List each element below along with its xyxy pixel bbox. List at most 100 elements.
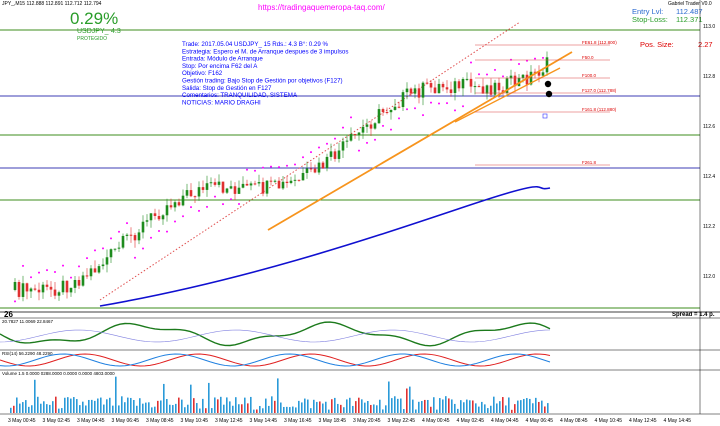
volume-bar — [139, 398, 141, 413]
volume-bar — [358, 397, 360, 413]
volume-bar — [205, 408, 207, 413]
volume-bar — [328, 409, 330, 413]
candle-body — [57, 292, 61, 296]
trend-line — [267, 51, 573, 231]
fib-label: F50.0 — [582, 55, 594, 60]
sar-dot — [238, 203, 240, 206]
candle-body — [309, 168, 313, 170]
volume-bar — [172, 405, 174, 413]
candle-body — [449, 89, 453, 94]
candle-body — [25, 283, 29, 292]
candle-body — [525, 74, 529, 85]
price-label: 112.6 — [703, 124, 715, 130]
volume-bar — [511, 409, 513, 413]
info-line: Estrategia: Espero el M. de Arranque des… — [182, 48, 348, 55]
sar-dot — [182, 215, 184, 218]
candle-body — [109, 249, 113, 258]
volume-bar — [169, 404, 171, 413]
indicator-label: RSI(14) 56.2290 48.2290 — [2, 351, 53, 356]
sar-dot — [94, 249, 96, 252]
candle-body — [37, 289, 41, 293]
sar-dot — [102, 247, 104, 250]
fib-label: FE61.8 (112.800) — [582, 40, 617, 45]
candle-body — [477, 86, 481, 88]
volume-bar — [241, 404, 243, 413]
time-label: 4 May 08:45 — [560, 418, 588, 424]
candle-body — [105, 257, 109, 265]
volume-bar — [130, 397, 132, 413]
ratio: 4.3 — [111, 28, 121, 35]
indicator-label: Volume 1.5 0.0000 0288.0000 0.0000 0.000… — [2, 371, 115, 376]
volume-bar — [106, 399, 108, 413]
candle-body — [201, 187, 205, 190]
price-axis: 113.0 112.8 112.6 112.4 112.2 112.0 — [703, 24, 715, 280]
volume-bar — [148, 402, 150, 413]
candle-body — [285, 181, 289, 184]
volume-bar — [259, 405, 261, 413]
volume-bar — [184, 407, 186, 413]
candle-body — [541, 72, 545, 76]
volume-bar — [436, 409, 438, 413]
volume-bar — [496, 403, 498, 413]
candle-body — [193, 196, 197, 198]
sar-dot — [54, 271, 56, 274]
volume-bar — [229, 401, 231, 413]
candle-body — [361, 126, 365, 133]
volume-bar — [46, 404, 48, 413]
volume-bar — [13, 405, 15, 413]
time-label: 4 May 12:45 — [629, 418, 657, 424]
volume-bar — [16, 397, 18, 413]
candle-body — [113, 248, 117, 250]
candle-body — [149, 213, 153, 221]
volume-bar — [115, 376, 117, 413]
volume-bar — [409, 386, 411, 413]
sar-dot — [302, 156, 304, 159]
volume-bar — [517, 400, 519, 413]
candle-body — [253, 183, 257, 185]
sar-dot — [30, 276, 32, 279]
volume-bar — [526, 398, 528, 413]
volume-bar — [253, 409, 255, 413]
pane-mark: 26 — [4, 310, 13, 319]
sar-dot — [478, 73, 480, 76]
candle-body — [177, 202, 181, 206]
volume-bar — [532, 403, 534, 413]
volume-bar — [331, 399, 333, 413]
volume-bar — [211, 408, 213, 413]
candle-body — [313, 168, 317, 173]
sar-dot — [414, 107, 416, 110]
candle-body — [229, 186, 233, 189]
volume-bar — [58, 408, 60, 413]
volume-bar — [367, 400, 369, 413]
candle-body — [137, 232, 141, 241]
sar-dot — [14, 300, 16, 303]
info-line: Stop: Por encima F62 del A — [182, 63, 258, 70]
volume-bar — [499, 401, 501, 413]
candle-body — [121, 235, 125, 248]
indicator-line — [0, 353, 551, 367]
volume-bar — [346, 399, 348, 413]
candle-body — [329, 151, 333, 157]
volume-bar — [22, 402, 24, 413]
sar-dot — [294, 163, 296, 166]
price-label: 112.2 — [703, 224, 715, 230]
sar-dot — [502, 75, 504, 78]
volume-bar — [154, 406, 156, 413]
volume-bar — [124, 402, 126, 413]
volume-bar — [145, 402, 147, 413]
candle-body — [273, 180, 277, 182]
volume-bar — [487, 408, 489, 413]
candle-body — [473, 86, 477, 88]
info-line: Salida: Stop de Gestión en F127 — [182, 85, 272, 92]
volume-bar — [235, 397, 237, 413]
entry-marker — [544, 80, 552, 88]
info-line: Trade: 2017.05.04 USDJPY_ 15 Rds.: 4.3 B… — [182, 41, 329, 48]
status: PROTEGIDO — [77, 36, 107, 42]
candle-body — [265, 180, 269, 194]
candle-body — [213, 182, 217, 185]
panel-title: Gabriel Trader V0.0 — [668, 1, 712, 7]
volume-bar — [451, 399, 453, 413]
sar-dot — [390, 128, 392, 131]
entry-label: Entry Lvl: — [632, 7, 663, 16]
